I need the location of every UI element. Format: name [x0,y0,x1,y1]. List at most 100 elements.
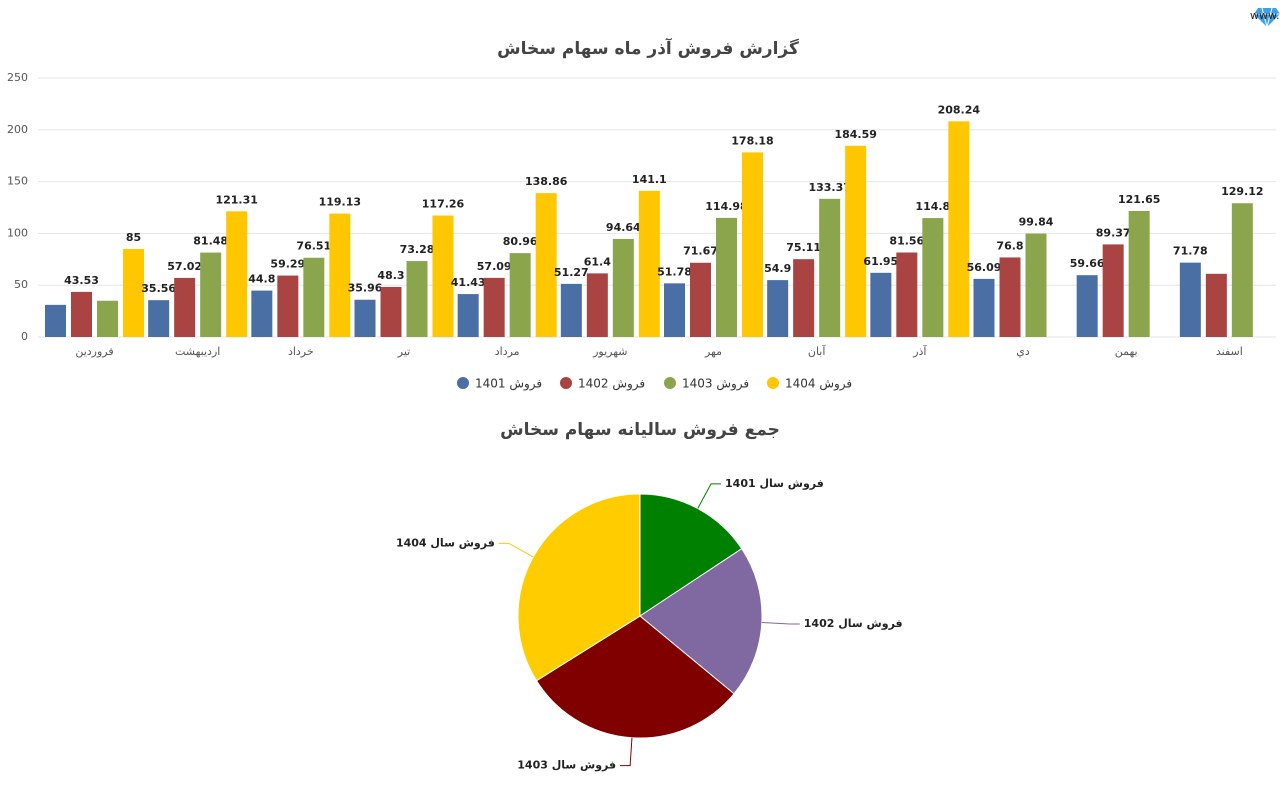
x-tick-label: خرداد [288,345,314,358]
data-label: 114.8 [915,200,950,213]
bar [948,121,970,337]
data-label: 121.65 [1118,193,1160,206]
legend-label: فروش 1401 [475,377,542,392]
bar [1102,244,1124,337]
x-tick-label: بهمن [1115,345,1138,358]
bar [767,280,789,337]
legend-label: فروش 1404 [785,377,852,392]
data-label: 59.29 [270,258,305,271]
data-label: 75.11 [786,241,821,254]
data-label: 99.84 [1019,216,1054,229]
pie-label: فروش سال 1402 [804,617,903,630]
bar [690,262,711,337]
bar [148,300,170,337]
data-label: 43.53 [64,274,99,287]
bar [870,272,892,337]
data-label: 35.56 [141,282,176,295]
data-label: 51.27 [554,266,589,279]
bar [97,300,118,337]
data-label: 57.09 [477,260,512,273]
chart-title: جمع فروش سالیانه سهام سخاش [500,420,780,440]
bar [483,277,505,337]
bar [845,145,867,337]
bar [973,278,995,337]
bar [1076,275,1098,337]
bar [226,211,248,337]
data-label: 73.28 [400,243,435,256]
x-tick-label: فروردین [75,345,113,358]
bar [742,152,763,337]
bar [793,259,815,337]
data-label: 44.8 [248,273,275,286]
pie-slice [639,548,763,695]
x-tick-label: مهر [704,345,722,358]
bar [174,277,196,337]
data-label: 41.43 [451,276,486,289]
x-tick-label: مرداد [495,345,520,358]
legend-label: فروش 1403 [682,377,749,392]
bar [509,253,531,337]
bar [1205,273,1227,337]
data-label: 35.96 [348,282,383,295]
bar [716,217,737,337]
bar [819,198,841,337]
pie-label: فروش سال 1403 [517,759,616,772]
bar [560,283,582,337]
x-tick-label: آبان [808,344,826,358]
data-label: 61.95 [863,255,898,268]
bar [999,257,1021,337]
bar [380,286,402,337]
legend-marker [457,377,469,389]
data-label: 81.56 [889,235,924,248]
y-tick-label: 200 [7,123,28,136]
data-label: 81.48 [193,235,228,248]
y-tick-label: 100 [7,226,28,239]
data-label: 56.09 [967,261,1002,274]
header: نرم افزار تحلیل گر بورس - دایموند -www.d… [1250,7,1280,29]
data-label: 89.37 [1096,226,1131,239]
bar [277,275,299,337]
x-tick-label: تیر [397,345,410,358]
chart-title: گزارش فروش آذر ماه سهام سخاش [497,37,799,59]
x-tick-label: آذر [912,344,927,358]
legend-marker [560,377,572,389]
bar [432,215,454,337]
legend-marker [767,377,779,389]
bar [123,248,144,337]
y-tick-label: 50 [14,278,28,291]
pie-label: فروش سال 1401 [725,477,824,490]
data-label: 54.9 [764,262,791,275]
x-tick-label: اسفند [1216,345,1243,358]
data-label: 76.51 [296,240,331,253]
data-label: 71.67 [683,245,718,258]
data-label: 208.24 [938,103,981,116]
bar [71,291,92,337]
pie-label: فروش سال 1404 [396,536,495,549]
bar [922,218,944,337]
data-label: 133.37 [808,181,850,194]
legend-label: فروش 1402 [578,377,645,392]
data-label: 85 [126,231,141,244]
data-label: 57.02 [167,260,202,273]
legend-marker [664,377,676,389]
bar [638,190,660,337]
data-label: 61.4 [584,255,611,268]
bar [329,213,351,337]
y-tick-label: 250 [7,71,28,84]
bar [457,294,479,337]
y-tick-label: 150 [7,175,28,188]
bar [1179,262,1201,337]
data-label: 184.59 [834,128,876,141]
data-label: 51.78 [657,265,692,278]
data-label: 129.12 [1221,185,1263,198]
leader-line [620,737,633,767]
x-tick-label: اردیبهشت [175,345,220,358]
bar [664,283,685,337]
data-label: 141.1 [632,173,667,186]
data-label: 114.98 [705,200,747,213]
data-label: 94.64 [606,221,641,234]
bar [586,273,608,337]
leader-line [498,542,534,558]
leader-line [697,483,722,509]
pie-slice [517,493,641,682]
